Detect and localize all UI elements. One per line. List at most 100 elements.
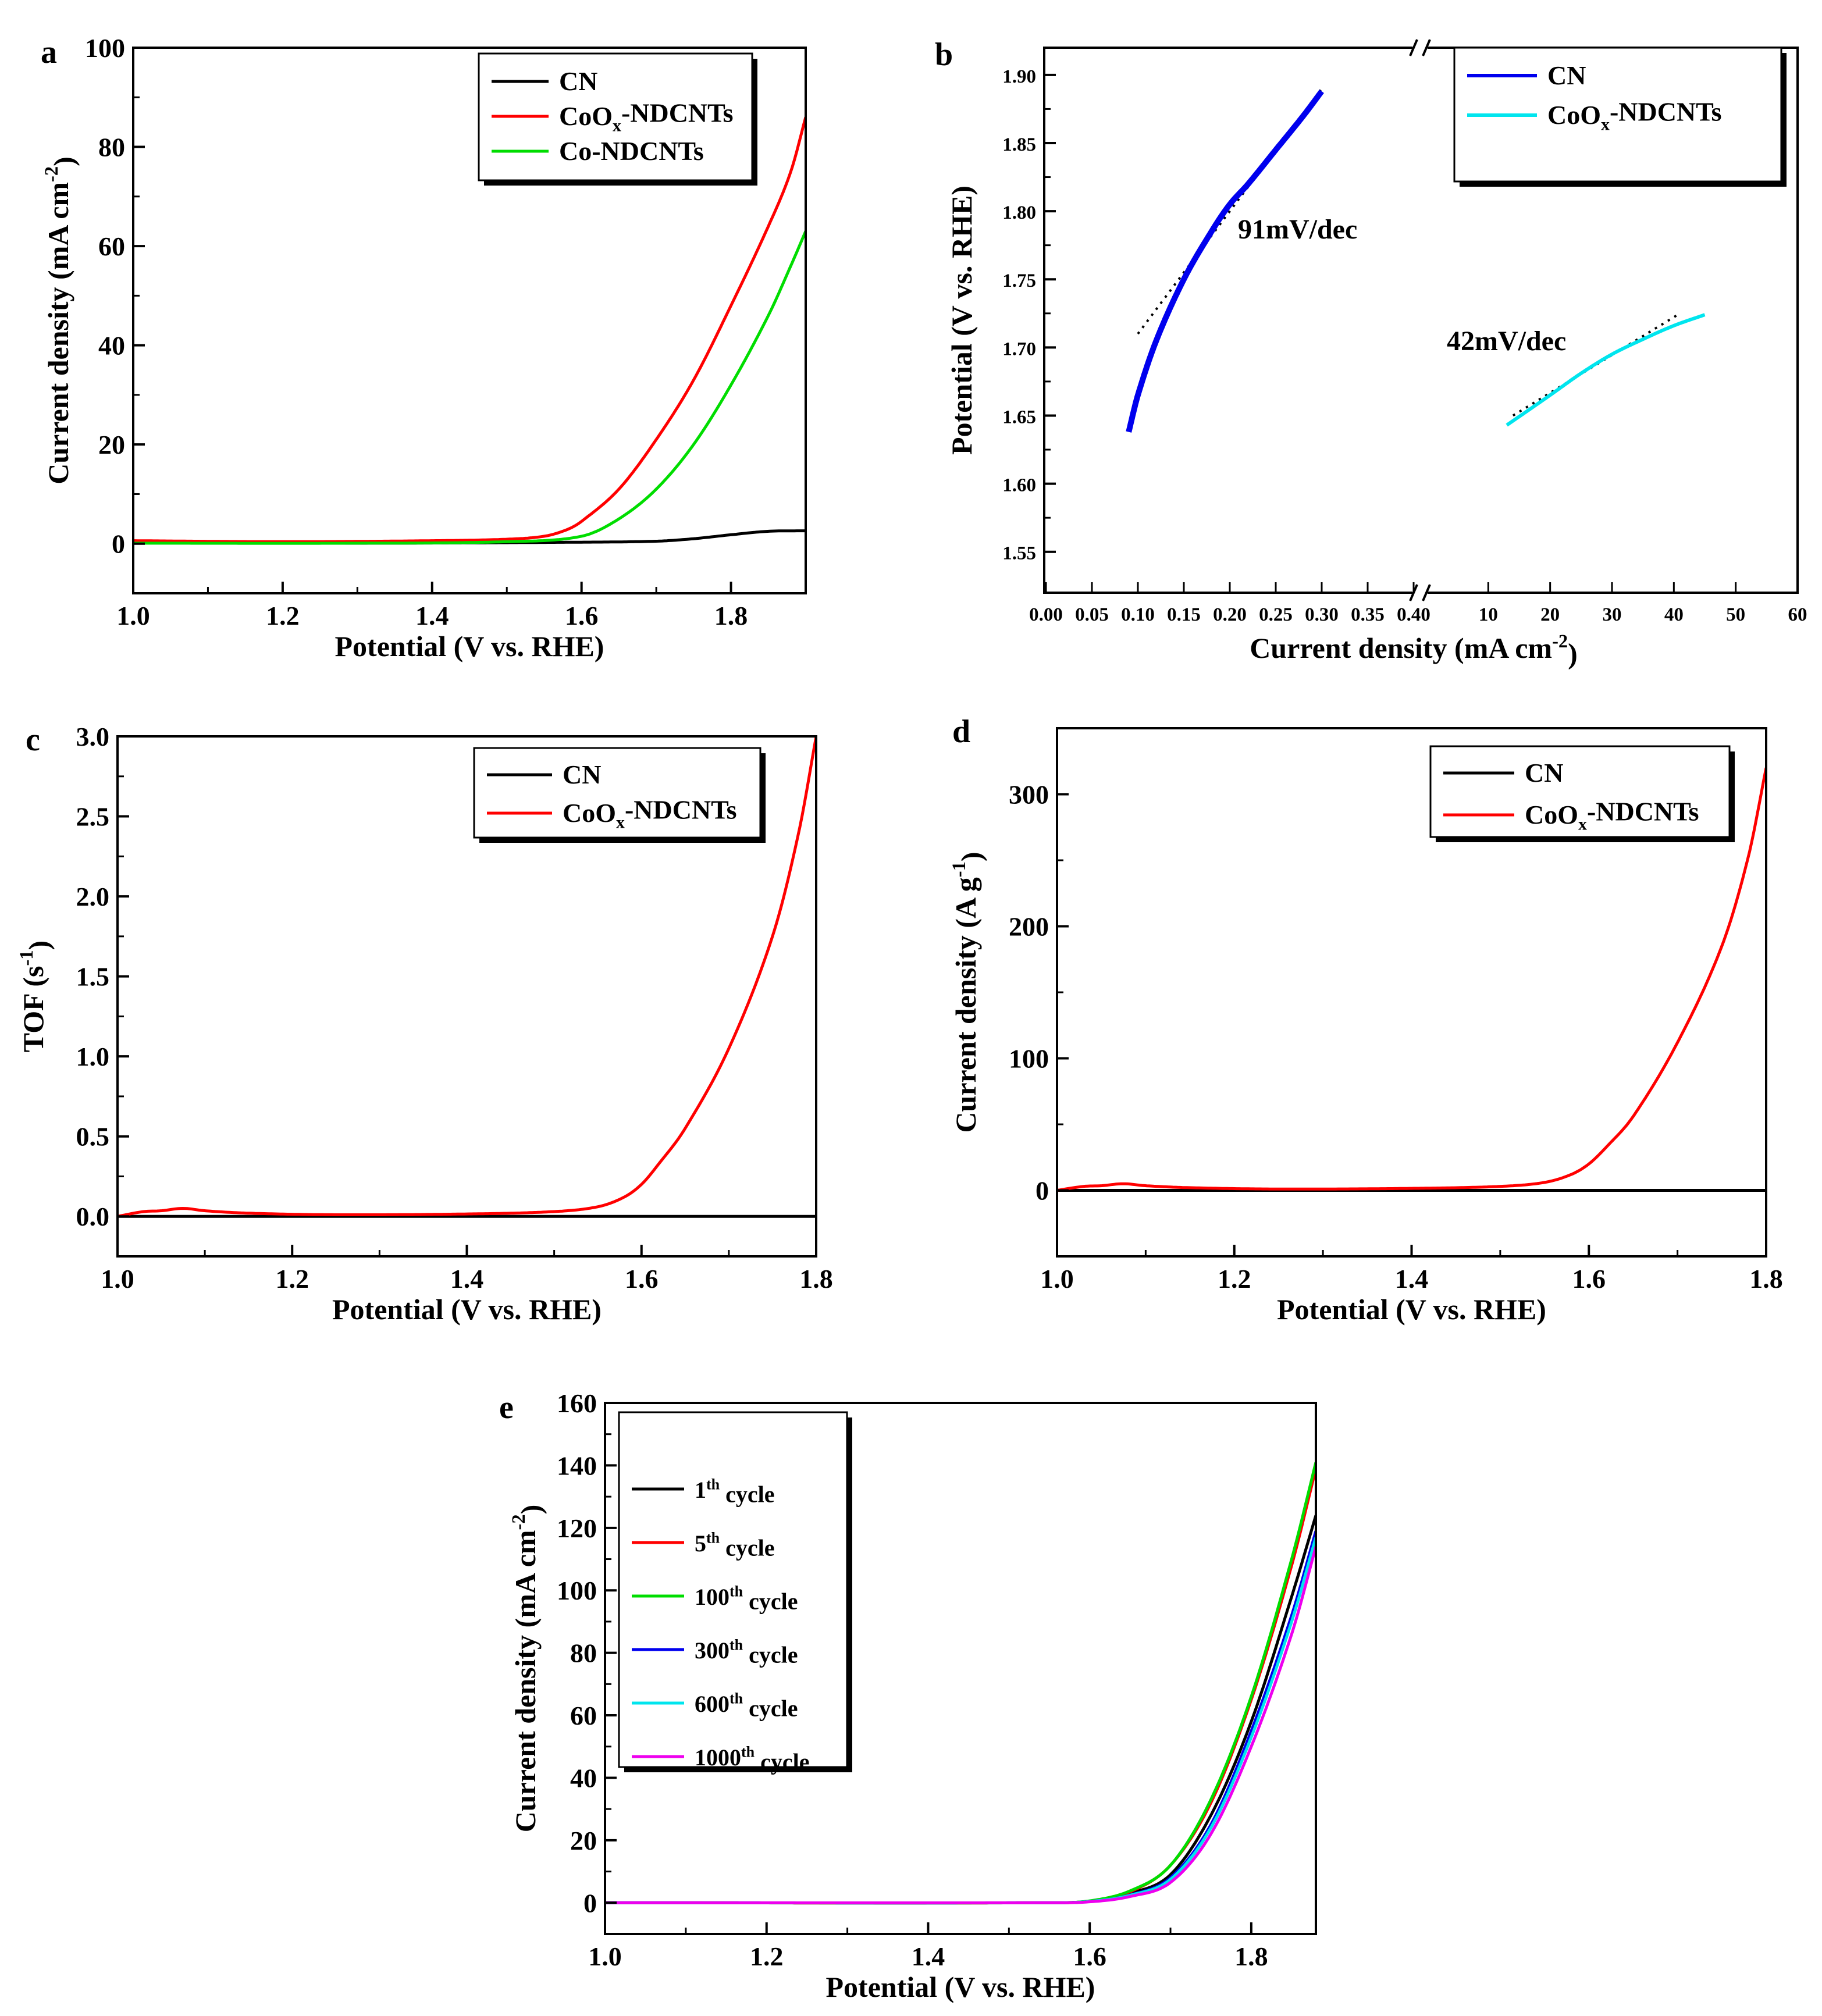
x-tick-label: 0.10 [1121,604,1155,625]
x-tick-label: 1.4 [415,601,449,631]
x-tick-label: 1.2 [266,601,300,631]
x-tick-label: 1.0 [1040,1264,1074,1294]
y-tick-label: 1.5 [76,962,110,992]
x-tick-label: 1.2 [276,1264,309,1294]
legend-label: CN [1547,60,1586,90]
y-tick-label: 0 [1035,1176,1049,1206]
series-line-0 [1126,89,1324,433]
x-tick-label: 0.40 [1397,604,1430,625]
y-tick-label: 40 [570,1763,597,1793]
y-tick-label: 100 [85,33,125,63]
axis-break-mark [1409,39,1418,56]
series-group [133,116,806,545]
legend-label: 100th cycle [695,1583,798,1615]
x-tick-label: 1.0 [116,601,150,631]
slope-annotation: 42mV/dec [1447,326,1566,357]
y-axis-title: Current density (A g-1) [949,852,988,1132]
x-tick-label: 0.15 [1167,604,1201,625]
x-tick-label: 30 [1603,604,1622,625]
x-tick-label: 40 [1664,604,1684,625]
panel-letter: a [41,34,57,70]
series-line-5 [605,1546,1316,1904]
panel-d: 1.0 1.2 1.4 1.6 1.8 0 100 200 300 Potential (V vs… [949,714,1783,1326]
panel-letter: e [499,1390,514,1426]
legend-box [618,1411,848,1768]
y-tick-label: 2.0 [76,882,110,911]
x-axis-title: Potential (V vs. RHE) [335,630,604,662]
series-line-1 [1506,313,1706,427]
x-tick-label: 1.8 [1234,1942,1268,1971]
series-group [1057,767,1766,1192]
x-tick-label: 1.6 [625,1264,659,1294]
series-line-2 [133,230,806,545]
y-tick-label: 1.80 [1002,202,1036,223]
legend-label: CN [1525,758,1563,788]
x-tick-label: 1.8 [799,1264,833,1294]
series-group [118,736,816,1218]
x-tick-label: 1.6 [1572,1264,1606,1294]
legend-label: 300th cycle [695,1637,798,1668]
y-axis-title: Potential (V vs. RHE) [945,186,978,455]
x-tick-label: 1.2 [1218,1264,1251,1294]
y-tick-label: 2.5 [76,802,110,832]
y-tick-label: 300 [1009,780,1049,810]
x-tick-label: 1.8 [714,601,748,631]
legend-label: CoOx-NDCNTs [1547,97,1722,134]
series-line-1 [133,116,806,543]
x-tick-label: 1.0 [101,1264,134,1294]
y-tick-label: 0 [583,1888,597,1918]
y-tick-label: 1.70 [1002,339,1036,359]
x-tick-label: 20 [1540,604,1560,625]
y-tick-label: 20 [98,430,125,460]
slope-annotation: 91mV/dec [1238,214,1357,245]
legend-label: CN [559,66,597,96]
y-tick-label: 1.65 [1002,407,1036,428]
y-tick-label: 0.5 [76,1122,110,1152]
legend-label: 1th cycle [695,1476,775,1508]
y-tick-label: 60 [570,1701,597,1730]
legend-box [478,52,753,181]
x-tick-label: 10 [1479,604,1498,625]
panel-letter: b [935,37,953,73]
x-tick-label: 0.00 [1029,604,1063,625]
y-tick-label: 100 [1009,1044,1049,1074]
legend-label: 1000th cycle [695,1744,810,1775]
legend-label: CoOx-NDCNTs [563,795,737,832]
x-tick-label: 0.30 [1305,604,1339,625]
y-tick-label: 1.85 [1002,134,1036,155]
y-tick-label: 0.0 [76,1202,110,1231]
y-tick-label: 1.90 [1002,66,1036,87]
series-group [605,1462,1316,1905]
legend-label: CN [563,760,601,789]
y-tick-label: 1.55 [1002,543,1036,564]
y-axis-title: Current density (mA cm-2) [41,156,80,485]
y-axis-title: TOF (s-1) [16,941,55,1052]
plot-frame [604,1402,1317,1935]
y-tick-label: 1.75 [1002,270,1036,291]
x-tick-label: 1.8 [1749,1264,1783,1294]
axis-break-mark [1422,39,1431,56]
y-tick-label: 200 [1009,912,1049,942]
x-tick-label: 50 [1726,604,1745,625]
x-tick-label: 1.2 [750,1942,784,1971]
legend-label: CoOx-NDCNTs [1525,796,1699,834]
x-tick-label: 1.4 [1395,1264,1429,1294]
series-line-1 [1057,767,1766,1192]
y-axis-title: Current density (mA cm-2) [508,1505,547,1833]
x-tick-label: 1.4 [912,1942,945,1971]
x-tick-label: 1.4 [450,1264,484,1294]
panel-letter: c [26,722,40,758]
y-tick-label: 0 [112,529,125,559]
plot-frame [132,47,807,594]
y-tick-label: 80 [98,133,125,162]
x-tick-label: 1.6 [565,601,599,631]
legend-label: Co-NDCNTs [559,136,704,166]
y-tick-label: 20 [570,1826,597,1855]
legend-label: CoOx-NDCNTs [559,98,734,135]
x-tick-label: 0.25 [1259,604,1293,625]
y-tick-label: 60 [98,231,125,261]
legend-label: 600th cycle [695,1690,798,1722]
panel-b: 1.55 1.60 1.65 1.70 1.75 1.80 1.85 1.90 0.00 0.05… [935,37,1807,670]
y-tick-label: 1.0 [76,1042,110,1071]
